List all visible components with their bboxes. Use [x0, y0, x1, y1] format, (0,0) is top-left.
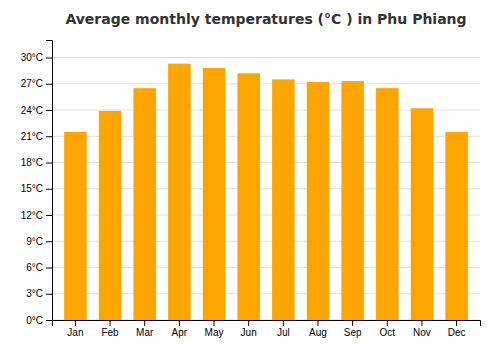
x-tick-mark: [283, 320, 284, 326]
y-tick-label: 21°C: [21, 131, 43, 142]
y-tick-mark: [46, 268, 52, 269]
x-tick-label: Sep: [344, 327, 362, 338]
y-tick: 9°C: [26, 236, 52, 247]
x-tick: Apr: [172, 320, 188, 338]
y-tick-mark: [46, 110, 52, 111]
grid: [52, 58, 480, 321]
y-tick-mark: [46, 84, 52, 85]
x-tick-mark: [387, 320, 388, 326]
y-tick-label: 27°C: [21, 78, 43, 89]
x-tick: Jan: [67, 320, 83, 338]
y-tick-mark: [46, 136, 52, 137]
bar: [341, 81, 364, 320]
grid-line: [52, 83, 480, 84]
x-tick-label: May: [205, 327, 224, 338]
x-tick: Aug: [309, 320, 327, 338]
y-tick-label: 18°C: [21, 157, 43, 168]
x-tick: Jul: [277, 320, 290, 338]
y-tick-label: 30°C: [21, 52, 43, 63]
x-tick-mark: [421, 320, 422, 326]
y-tick: 6°C: [26, 262, 52, 273]
bar: [237, 73, 260, 320]
y-tick-mark: [46, 320, 52, 321]
y-tick-label: 0°C: [26, 315, 43, 326]
x-tick-label: Jan: [67, 327, 83, 338]
x-tick-mark: [352, 320, 353, 326]
bar: [64, 132, 87, 320]
y-tick: 0°C: [26, 315, 52, 326]
y-tick-mark: [46, 163, 52, 164]
y-tick: 27°C: [21, 78, 52, 89]
y-tick: 24°C: [21, 105, 52, 116]
bar: [307, 82, 330, 320]
x-tick: Jun: [241, 320, 257, 338]
x-tick-mark: [317, 320, 318, 326]
x-tick-label: Mar: [136, 327, 154, 338]
x-tick-mark: [144, 320, 145, 326]
y-tick-mark: [46, 215, 52, 216]
x-tick: Oct: [380, 320, 396, 338]
bar: [272, 79, 295, 320]
y-tick-mark: [46, 294, 52, 295]
chart: 0°C 3°C 6°C 9°C 12°C 15°C 18°C 21°C 24°C 27°C 30°C…: [0, 0, 500, 350]
y-tick-label: 24°C: [21, 105, 43, 116]
bar: [445, 132, 468, 320]
x-tick-label: Aug: [309, 327, 327, 338]
x-tick: Nov: [413, 320, 431, 338]
x-tick: May: [205, 320, 224, 338]
y-tick-label: 3°C: [26, 288, 43, 299]
marks: [64, 64, 468, 320]
bar: [203, 68, 226, 320]
y-tick: 21°C: [21, 131, 52, 142]
x-tick-mark: [214, 320, 215, 326]
x-tick-label: Nov: [413, 327, 431, 338]
plot: 0°C 3°C 6°C 9°C 12°C 15°C 18°C 21°C 24°C 27°C 30°C…: [21, 41, 481, 339]
x-tick-mark: [75, 320, 76, 326]
y-tick: 30°C: [21, 52, 52, 63]
bar: [133, 88, 156, 320]
x-axis: Jan Feb Mar Apr May Jun Jul Aug Sep Oct Nov Dec: [53, 320, 481, 338]
bar: [99, 111, 122, 320]
y-axis: 0°C 3°C 6°C 9°C 12°C 15°C 18°C 21°C 24°C 27°C 30°C: [21, 41, 53, 326]
x-tick-mark: [110, 320, 111, 326]
x-tick-label: Feb: [101, 327, 119, 338]
x-tick: Sep: [344, 320, 362, 338]
x-tick-mark: [248, 320, 249, 326]
y-tick-mark: [46, 241, 52, 242]
y-tick: 12°C: [21, 210, 52, 221]
y-tick-label: 12°C: [21, 210, 43, 221]
x-tick-label: Jul: [277, 327, 290, 338]
x-tick: Mar: [136, 320, 154, 338]
y-tick-label: 15°C: [21, 183, 43, 194]
x-tick-label: Apr: [172, 327, 188, 338]
grid-line: [52, 57, 480, 58]
bar: [376, 88, 399, 320]
x-tick-label: Jun: [241, 327, 257, 338]
x-tick-label: Dec: [448, 327, 466, 338]
y-axis-line: [46, 41, 53, 321]
y-tick-mark: [46, 58, 52, 59]
y-tick: 15°C: [21, 183, 52, 194]
x-tick-label: Oct: [380, 327, 396, 338]
x-tick-mark: [456, 320, 457, 326]
bar: [411, 108, 434, 320]
y-tick-label: 9°C: [26, 236, 43, 247]
x-tick: Feb: [101, 320, 119, 338]
y-tick: 18°C: [21, 157, 52, 168]
title: Average monthly temperatures (°C ) in Ph…: [65, 11, 466, 27]
y-tick: 3°C: [26, 288, 52, 299]
y-tick-mark: [46, 189, 52, 190]
y-tick-label: 6°C: [26, 262, 43, 273]
x-tick-mark: [179, 320, 180, 326]
x-axis-line: [53, 321, 481, 327]
bar: [168, 64, 191, 320]
x-tick: Dec: [448, 320, 466, 338]
